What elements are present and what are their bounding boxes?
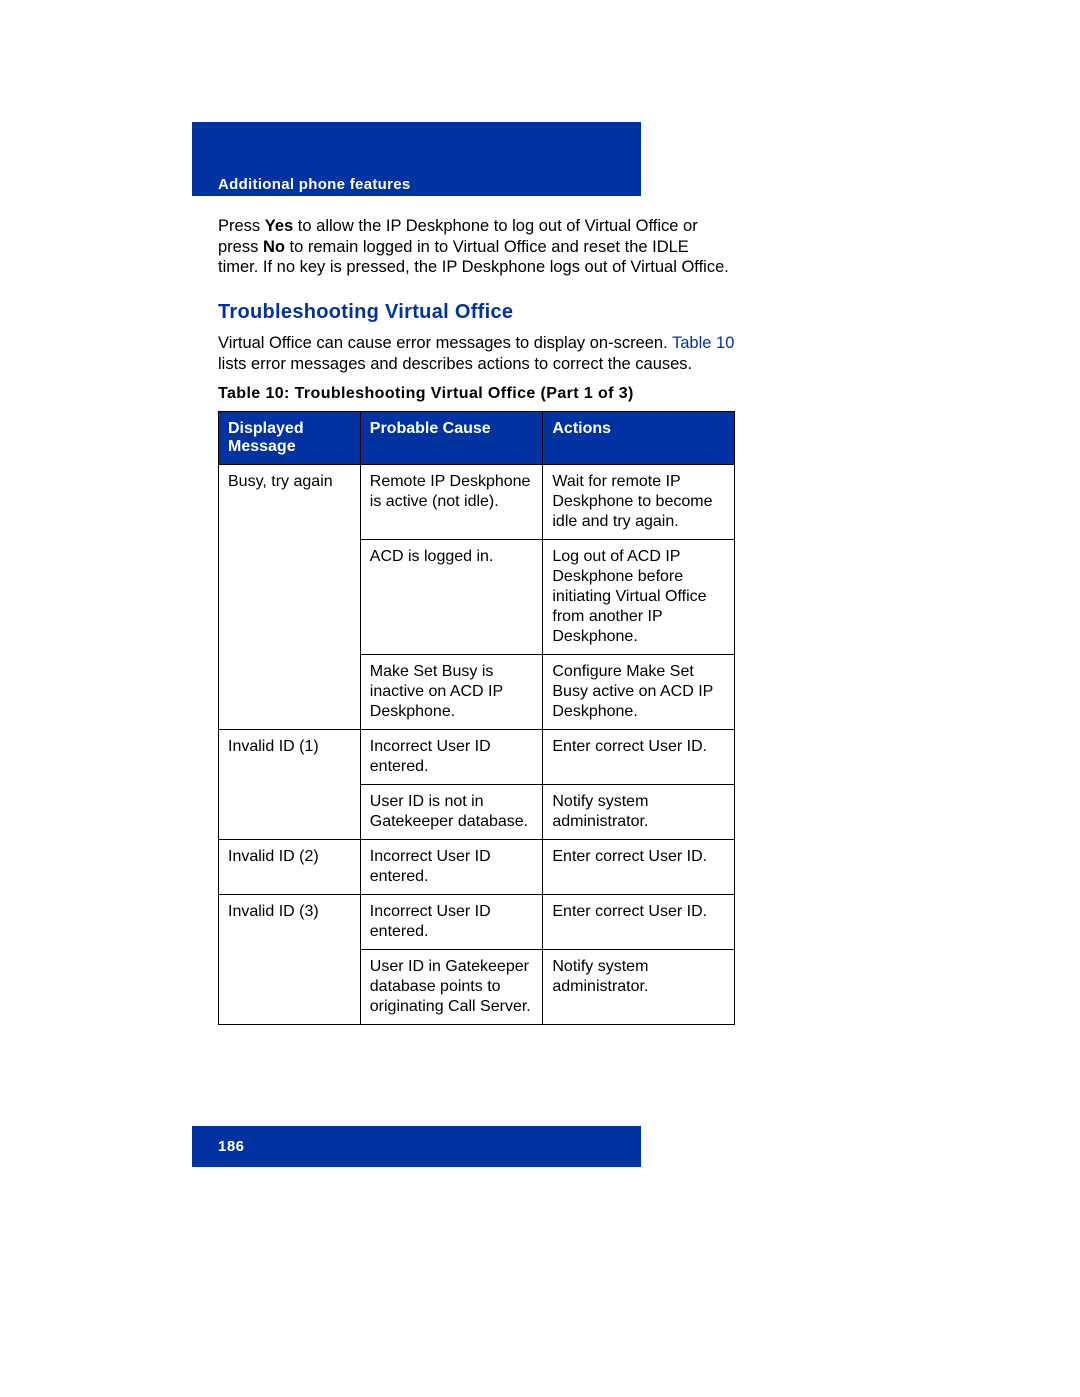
table-caption: Table 10: Troubleshooting Virtual Office…: [218, 385, 634, 403]
table-cell-message: Invalid ID (1): [219, 730, 361, 840]
table-cell-cause: User ID is not in Gatekeeper database.: [360, 785, 543, 840]
table-cell-cause: Incorrect User ID entered.: [360, 895, 543, 950]
footer-bar: [192, 1126, 641, 1167]
table-cell-action: Enter correct User ID.: [543, 840, 735, 895]
table-row: Invalid ID (3) Incorrect User ID entered…: [219, 895, 735, 950]
section-text-after-link: lists error messages and describes actio…: [218, 355, 692, 373]
table-reference-link[interactable]: Table 10: [672, 334, 734, 352]
intro-paragraph: Press Yes to allow the IP Deskphone to l…: [218, 216, 732, 278]
table-cell-cause: Incorrect User ID entered.: [360, 730, 543, 785]
intro-no: No: [263, 238, 285, 256]
table-cell-cause: User ID in Gatekeeper database points to…: [360, 950, 543, 1025]
table-cell-action: Wait for remote IP Deskphone to become i…: [543, 465, 735, 540]
table-row: Invalid ID (2) Incorrect User ID entered…: [219, 840, 735, 895]
table-header-message: Displayed Message: [219, 412, 361, 465]
section-heading: Troubleshooting Virtual Office: [218, 301, 513, 324]
table-cell-cause: Remote IP Deskphone is active (not idle)…: [360, 465, 543, 540]
table-cell-action: Notify system administrator.: [543, 785, 735, 840]
table-cell-action: Configure Make Set Busy active on ACD IP…: [543, 655, 735, 730]
table-row: Invalid ID (1) Incorrect User ID entered…: [219, 730, 735, 785]
intro-text-1: Press: [218, 217, 265, 235]
table-header-actions: Actions: [543, 412, 735, 465]
table-row: Busy, try again Remote IP Deskphone is a…: [219, 465, 735, 540]
table-cell-action: Enter correct User ID.: [543, 730, 735, 785]
section-text-before-link: Virtual Office can cause error messages …: [218, 334, 672, 352]
document-page: Additional phone features Press Yes to a…: [0, 0, 1080, 1397]
table-cell-action: Enter correct User ID.: [543, 895, 735, 950]
table-cell-action: Log out of ACD IP Deskphone before initi…: [543, 540, 735, 655]
table-cell-message: Busy, try again: [219, 465, 361, 730]
table-cell-message: Invalid ID (3): [219, 895, 361, 1025]
page-number: 186: [218, 1138, 245, 1155]
table-cell-cause: Make Set Busy is inactive on ACD IP Desk…: [360, 655, 543, 730]
troubleshooting-table: Displayed Message Probable Cause Actions…: [218, 411, 735, 1025]
table-cell-cause: Incorrect User ID entered.: [360, 840, 543, 895]
table-header-row: Displayed Message Probable Cause Actions: [219, 412, 735, 465]
intro-yes: Yes: [265, 217, 293, 235]
table-cell-cause: ACD is logged in.: [360, 540, 543, 655]
table-cell-message: Invalid ID (2): [219, 840, 361, 895]
table-cell-action: Notify system administrator.: [543, 950, 735, 1025]
header-section-label: Additional phone features: [218, 176, 411, 193]
intro-text-3: to remain logged in to Virtual Office an…: [218, 238, 729, 277]
section-paragraph: Virtual Office can cause error messages …: [218, 333, 736, 374]
table-header-cause: Probable Cause: [360, 412, 543, 465]
